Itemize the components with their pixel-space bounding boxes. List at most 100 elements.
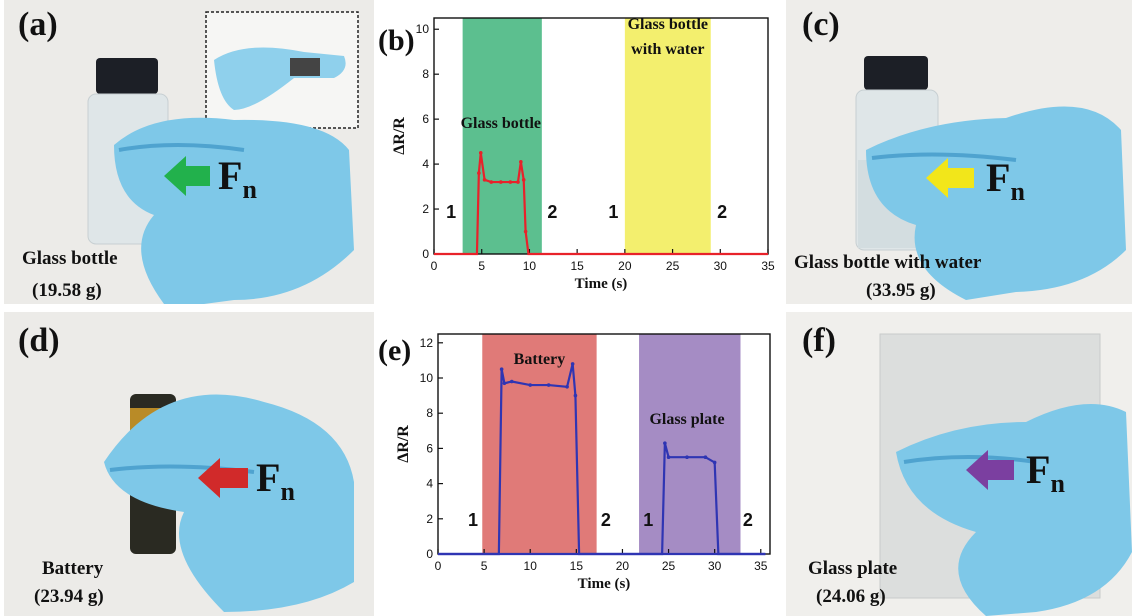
- force-label-f: Fn: [1026, 447, 1065, 498]
- x-tick-label: 35: [761, 259, 775, 273]
- photo-panel-c: (c) Fn Glass bottle with water (33.95 g): [786, 0, 1132, 304]
- data-point: [499, 367, 504, 371]
- photo-panel-a: (a) Fn Glass bottle (19.58 g): [4, 0, 374, 304]
- data-point: [546, 383, 551, 387]
- force-label-a: Fn: [218, 153, 257, 204]
- annotation-text: Glass bottle: [628, 16, 708, 33]
- chart-panel-e: 0 5 10 15 20 25 30 35 0 2 4 6 8 10 12 Time (s) ΔR/R (e) Ba…: [378, 312, 782, 616]
- data-point: [508, 180, 513, 184]
- x-axis-label: Time (s): [575, 276, 628, 292]
- x-tick-label: 15: [570, 259, 584, 273]
- force-arrow-a: [164, 156, 210, 196]
- data-point: [521, 178, 526, 182]
- caption-name-f: Glass plate: [808, 558, 898, 579]
- annotation-text: 1: [608, 202, 618, 222]
- y-tick-label: 10: [416, 22, 430, 36]
- data-point: [663, 441, 667, 445]
- x-tick-label: 10: [523, 259, 537, 273]
- caption-name-d: Battery: [42, 558, 104, 579]
- x-tick-label: 30: [714, 259, 728, 273]
- y-tick-label: 2: [426, 512, 433, 526]
- annotation-text: 2: [547, 202, 557, 222]
- y-tick-label: 0: [426, 547, 433, 561]
- data-point: [712, 460, 717, 465]
- glove-bottle-water-photo-c: [786, 0, 1132, 304]
- y-tick-label: 10: [420, 371, 434, 385]
- highlight-band-1: [639, 334, 741, 554]
- y-tick-label: 0: [422, 247, 429, 261]
- photo-panel-d: (d) Fn Battery (23.94 g): [4, 312, 374, 616]
- force-arrow-c: [926, 158, 974, 198]
- y-tick-label: 2: [422, 202, 429, 216]
- panel-label-d: (d): [18, 322, 60, 359]
- y-tick-label: 4: [426, 477, 433, 491]
- annotation-text: Glass bottle: [461, 115, 541, 132]
- x-tick-label: 30: [708, 559, 722, 573]
- data-point: [502, 381, 507, 386]
- data-point: [685, 455, 689, 459]
- annotation-text: Glass plate: [649, 411, 724, 428]
- data-point: [477, 171, 481, 175]
- y-axis-label: ΔR/R: [395, 425, 412, 463]
- annotation-text: Battery: [514, 351, 566, 368]
- photo-panel-f: (f) Fn Glass plate (24.06 g): [786, 312, 1132, 616]
- x-tick-label: 20: [618, 259, 632, 273]
- highlight-band-0: [462, 18, 542, 254]
- chart-b: 0 5 10 15 20 25 30 35 0 2 4 6 8 10 Time (s) ΔR/R (b) Glas…: [378, 16, 775, 292]
- data-point: [509, 379, 514, 384]
- annotation-text: with water: [631, 41, 704, 58]
- annotation-text: 1: [643, 510, 653, 530]
- panel-label: (b): [378, 24, 415, 57]
- panel-label: (e): [378, 334, 411, 367]
- y-tick-label: 4: [422, 157, 429, 171]
- x-tick-label: 10: [524, 559, 538, 573]
- x-tick-label: 5: [478, 259, 485, 273]
- series-line-0: [434, 152, 768, 256]
- x-tick-label: 35: [754, 559, 768, 573]
- data-point: [703, 455, 708, 459]
- data-point: [519, 160, 523, 164]
- x-tick-label: 0: [431, 259, 438, 273]
- y-tick-label: 8: [422, 67, 429, 81]
- caption-mass-d: (23.94 g): [34, 586, 104, 607]
- annotation-text: 2: [717, 202, 727, 222]
- force-label-d: Fn: [256, 455, 295, 506]
- y-tick-label: 8: [426, 406, 433, 420]
- caption-mass-f: (24.06 g): [816, 586, 886, 607]
- data-point: [482, 178, 487, 182]
- data-point: [528, 383, 533, 387]
- glove-glass-plate-photo-f: [786, 312, 1132, 616]
- annotation-text: 1: [446, 202, 456, 222]
- x-tick-label: 25: [666, 259, 680, 273]
- data-point: [489, 180, 494, 184]
- x-tick-label: 20: [616, 559, 630, 573]
- x-tick-label: 5: [481, 559, 488, 573]
- annotation-text: 2: [601, 510, 611, 530]
- force-arrow-f: [966, 450, 1014, 490]
- data-point: [573, 393, 578, 398]
- series-line-0: [438, 363, 766, 556]
- data-point: [565, 385, 569, 389]
- panel-label-a: (a): [18, 6, 58, 43]
- panel-label-f: (f): [802, 322, 836, 359]
- caption-mass-a: (19.58 g): [32, 280, 102, 301]
- chart-panel-b: 0 5 10 15 20 25 30 35 0 2 4 6 8 10 Time (s) ΔR/R (b) Glas…: [378, 0, 782, 308]
- force-arrow-d: [198, 458, 248, 498]
- y-tick-label: 6: [422, 112, 429, 126]
- y-tick-label: 6: [426, 441, 433, 455]
- annotation-text: 2: [743, 510, 753, 530]
- x-axis-label: Time (s): [578, 576, 631, 592]
- x-tick-label: 25: [662, 559, 676, 573]
- glove-bottle-photo-a: [4, 0, 374, 304]
- force-label-c: Fn: [986, 155, 1025, 206]
- annotation-text: 1: [468, 510, 478, 530]
- data-point: [523, 229, 528, 234]
- caption-name-c: Glass bottle with water: [794, 252, 982, 273]
- caption-name-a: Glass bottle: [22, 248, 118, 269]
- data-point: [666, 455, 671, 459]
- caption-mass-c: (33.95 g): [866, 280, 936, 301]
- highlight-band-1: [624, 18, 711, 254]
- glove-battery-photo-d: [4, 312, 374, 616]
- data-point: [570, 362, 575, 366]
